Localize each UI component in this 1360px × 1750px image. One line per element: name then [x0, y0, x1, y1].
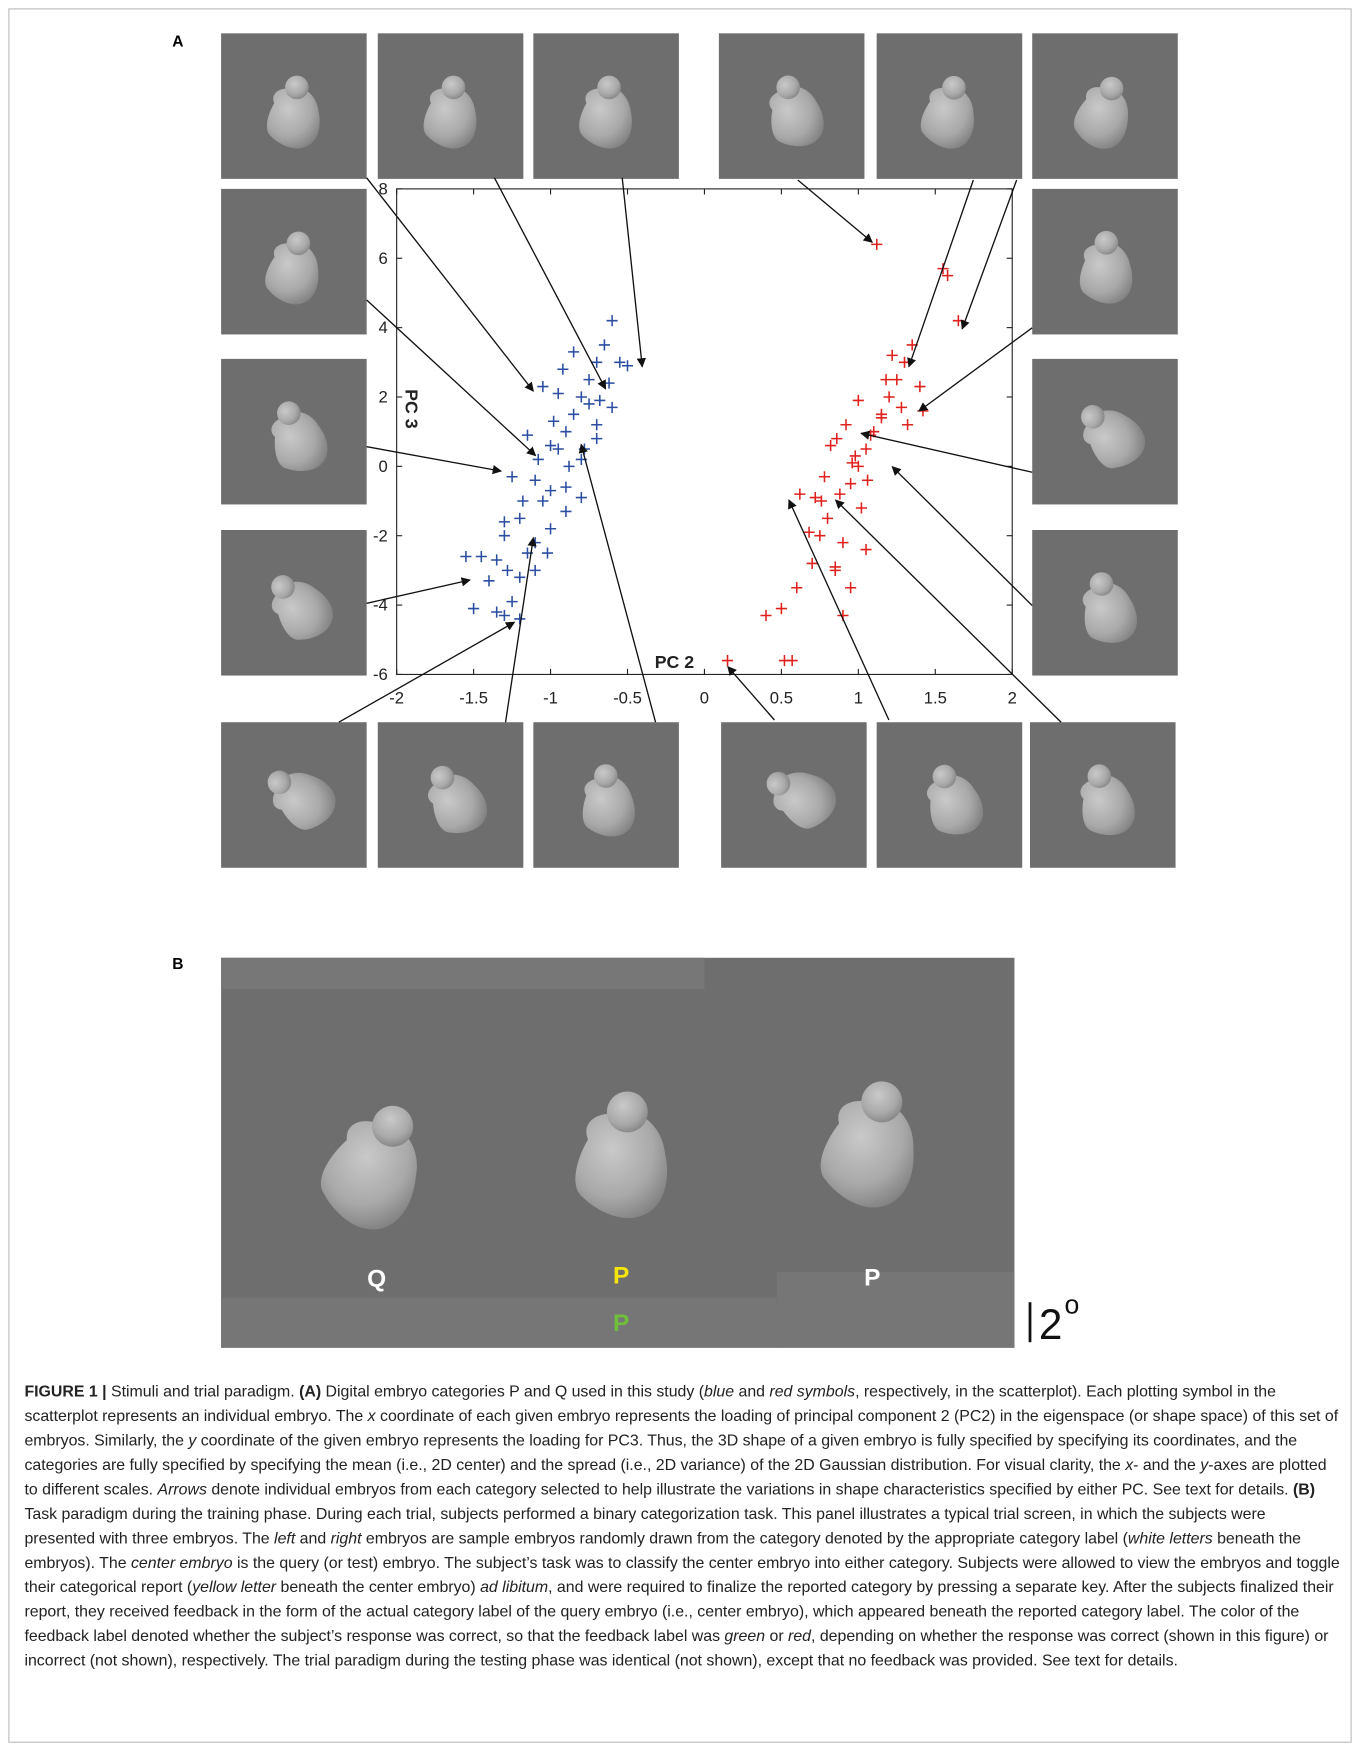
- y-tick-label: -6: [373, 665, 388, 684]
- caption-run: yellow letter: [192, 1579, 276, 1597]
- plot-frame: [397, 189, 1013, 675]
- x-tick-label: 1: [854, 688, 863, 707]
- caption-run: - and the: [1133, 1457, 1200, 1475]
- caption-run: right: [331, 1530, 362, 1548]
- y-tick-label: 4: [379, 318, 388, 337]
- caption-run: beneath the center embryo): [276, 1579, 480, 1597]
- x-tick-label: 0: [700, 688, 709, 707]
- caption-run: left: [274, 1530, 295, 1548]
- scale-text: 2: [1039, 1301, 1062, 1348]
- screen-band: [221, 958, 704, 989]
- category-label: P: [864, 1265, 880, 1292]
- caption-run: and: [295, 1530, 330, 1548]
- x-tick-label: -1: [543, 688, 558, 707]
- x-tick-label: -2: [389, 688, 404, 707]
- x-tick-label: 2: [1008, 688, 1017, 707]
- x-tick-label: -0.5: [613, 688, 642, 707]
- caption-run: red: [788, 1628, 811, 1646]
- y-tick-label: 6: [379, 249, 388, 268]
- caption-run: green: [724, 1628, 765, 1646]
- caption-run: Arrows: [158, 1481, 207, 1499]
- caption-run: (A): [299, 1383, 321, 1401]
- figure: A B -2-1.5-1-0.500.511.52-6-4-202468PC 2…: [0, 0, 1360, 1750]
- y-axis-label: PC 3: [402, 389, 422, 429]
- screen-band: [221, 1298, 777, 1348]
- caption-run: x: [1125, 1457, 1133, 1475]
- y-tick-label: -2: [373, 526, 388, 545]
- caption-run: white letters: [1128, 1530, 1213, 1548]
- category-label: Q: [367, 1266, 386, 1293]
- caption-run: red symbols: [769, 1383, 855, 1401]
- caption-run: denote individual embryos from each cate…: [207, 1481, 1293, 1499]
- caption-run: FIGURE 1 |: [24, 1383, 106, 1401]
- x-tick-label: -1.5: [459, 688, 488, 707]
- caption-run: blue: [704, 1383, 734, 1401]
- caption-run: coordinate of the given embryo represent…: [24, 1432, 1297, 1474]
- y-tick-label: 2: [379, 388, 388, 407]
- scale-superscript: o: [1064, 1289, 1079, 1319]
- caption-box: FIGURE 1 | Stimuli and trial paradigm. (…: [24, 1380, 1340, 1742]
- caption: FIGURE 1 | Stimuli and trial paradigm. (…: [24, 1380, 1340, 1673]
- caption-run: and: [734, 1383, 769, 1401]
- caption-run: center embryo: [131, 1554, 233, 1572]
- caption-run: ad libitum: [480, 1579, 548, 1597]
- y-tick-label: 0: [379, 457, 388, 476]
- caption-run: Stimuli and trial paradigm.: [107, 1383, 299, 1401]
- caption-run: or: [765, 1628, 788, 1646]
- caption-run: (B): [1293, 1481, 1315, 1499]
- page: {"panel_labels": ["A", "B"], "chart_data…: [0, 0, 1360, 1750]
- x-axis-label: PC 2: [655, 652, 695, 672]
- panel-label: A: [172, 34, 183, 51]
- x-tick-label: 0.5: [770, 688, 793, 707]
- x-tick-label: 1.5: [924, 688, 947, 707]
- category-label: P: [613, 1262, 629, 1289]
- caption-run: Digital embryo categories P and Q used i…: [321, 1383, 704, 1401]
- scatter-plot: -2-1.5-1-0.500.511.52-6-4-202468PC 2PC 3: [373, 179, 1017, 707]
- panel-label: B: [172, 956, 183, 973]
- caption-run: x: [368, 1408, 376, 1426]
- caption-run: y: [188, 1432, 196, 1450]
- screen-band: [777, 1272, 1015, 1348]
- category-label: P: [613, 1310, 629, 1337]
- caption-run: embryos are sample embryos randomly draw…: [361, 1530, 1127, 1548]
